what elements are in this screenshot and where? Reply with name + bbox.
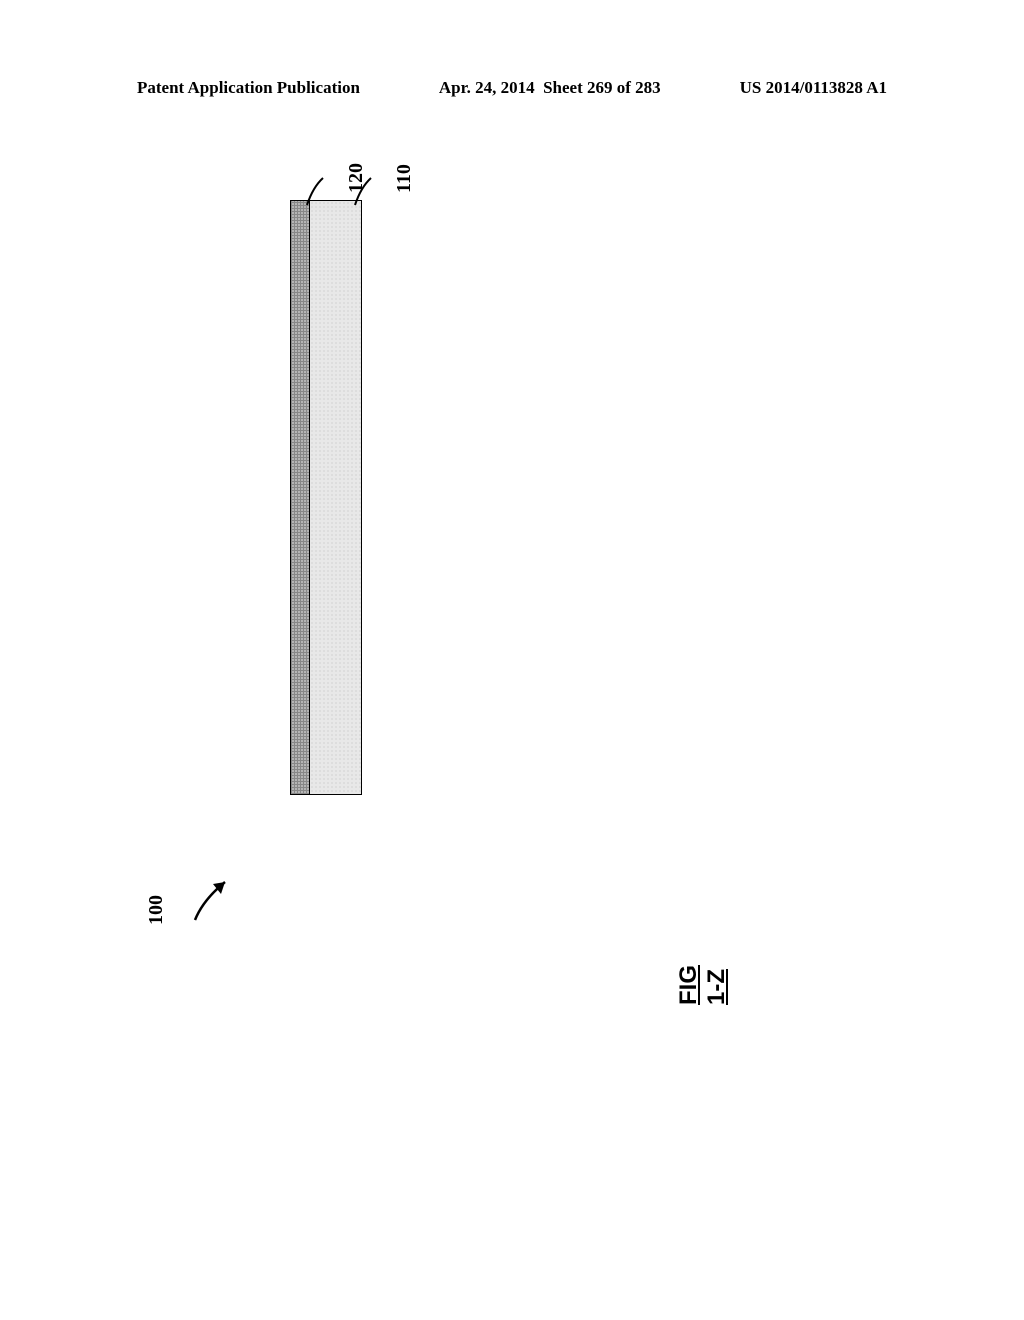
publication-date: Apr. 24, 2014 Sheet 269 of 283 — [439, 78, 661, 98]
bottom-layer-ref-label: 110 — [393, 164, 416, 193]
assembly-reference-label: 100 — [145, 895, 168, 925]
top-layer — [290, 200, 310, 795]
assembly-arrow-icon — [185, 870, 245, 930]
header-row: Patent Application Publication Apr. 24, … — [137, 78, 887, 98]
patent-figure: 100 120 110 FIG 1-Z — [155, 200, 725, 980]
bottom-layer — [310, 200, 362, 795]
layer-diagram — [290, 200, 362, 795]
lead-line-110: 110 — [353, 175, 413, 205]
figure-caption: FIG 1-Z — [675, 955, 731, 1005]
page-header: Patent Application Publication Apr. 24, … — [0, 78, 1024, 98]
publication-number: US 2014/0113828 A1 — [740, 78, 887, 98]
publication-type: Patent Application Publication — [137, 78, 360, 98]
